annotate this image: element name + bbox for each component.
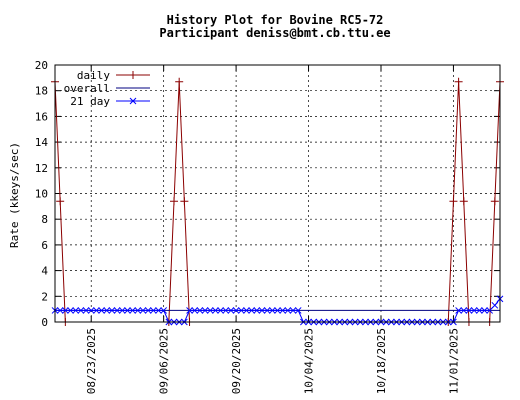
data-point-x bbox=[144, 307, 152, 314]
data-point-x bbox=[129, 307, 136, 314]
data-point-x bbox=[139, 307, 147, 314]
legend-label: daily bbox=[77, 69, 110, 82]
data-point-x bbox=[77, 307, 85, 314]
data-point-x bbox=[243, 307, 250, 314]
data-point-plus bbox=[454, 77, 463, 86]
x-tick-label: 10/04/2025 bbox=[303, 328, 316, 394]
y-tick-label: 0 bbox=[41, 316, 48, 329]
x-tick-label: 11/01/2025 bbox=[447, 328, 460, 394]
grid-lines bbox=[55, 65, 500, 322]
y-tick-label: 6 bbox=[41, 239, 48, 252]
data-point-x bbox=[227, 307, 235, 314]
data-point-plus bbox=[180, 197, 189, 206]
axis-ticks: 0 2 4 6 8 10 12 14 16 18 20 08/23/2025 09/06/2025 09/… bbox=[35, 59, 500, 394]
data-point-x bbox=[486, 307, 494, 314]
data-point-x bbox=[56, 307, 64, 314]
data-point-x bbox=[470, 307, 478, 314]
plot-frame bbox=[54, 64, 501, 323]
chart-subtitle: Participant deniss@bmt.cb.ttu.ee bbox=[159, 26, 390, 40]
data-point-x bbox=[460, 307, 468, 314]
data-point-x bbox=[217, 307, 224, 314]
data-point-x bbox=[465, 307, 473, 314]
data-point-x bbox=[149, 307, 157, 314]
data-point-x bbox=[134, 307, 142, 314]
x-tick-label: 08/23/2025 bbox=[85, 328, 98, 394]
data-point-plus bbox=[56, 197, 65, 206]
data-point-x bbox=[196, 307, 204, 314]
data-point-x bbox=[201, 307, 209, 314]
data-point-plus bbox=[449, 197, 458, 206]
data-point-x bbox=[237, 307, 245, 314]
data-point-x bbox=[268, 307, 276, 314]
data-point-x bbox=[232, 307, 240, 314]
series-daily bbox=[51, 77, 504, 326]
data-point-x bbox=[289, 307, 297, 314]
x-tick-label: 10/18/2025 bbox=[375, 328, 388, 394]
data-point-x bbox=[212, 307, 219, 314]
data-point-x bbox=[481, 307, 488, 314]
data-point-x bbox=[258, 307, 266, 314]
data-point-x bbox=[279, 307, 287, 314]
data-point-x bbox=[67, 307, 74, 314]
data-point-plus bbox=[170, 197, 179, 206]
data-point-x bbox=[491, 301, 499, 309]
data-point-x bbox=[103, 307, 111, 314]
y-tick-label: 12 bbox=[35, 162, 48, 175]
data-point-x bbox=[129, 97, 137, 105]
data-point-x bbox=[475, 307, 483, 314]
y-tick-label: 2 bbox=[41, 290, 48, 303]
data-point-x bbox=[113, 307, 121, 314]
data-point-x bbox=[294, 307, 302, 314]
data-point-x bbox=[186, 307, 193, 314]
data-point-x bbox=[248, 307, 255, 314]
y-tick-label: 14 bbox=[35, 136, 49, 149]
data-point-x bbox=[61, 307, 69, 314]
chart-title: History Plot for Bovine RC5-72 bbox=[167, 13, 384, 27]
y-tick-label: 18 bbox=[35, 85, 48, 98]
y-tick-label: 16 bbox=[35, 110, 48, 123]
series-layer bbox=[51, 77, 504, 326]
data-point-x bbox=[274, 307, 281, 314]
data-point-x bbox=[93, 307, 100, 314]
y-axis-label: Rate (kkeys/sec) bbox=[8, 142, 21, 248]
data-point-x bbox=[191, 307, 199, 314]
data-point-x bbox=[124, 307, 131, 314]
y-tick-label: 20 bbox=[35, 59, 48, 72]
series-line bbox=[54, 81, 501, 323]
data-point-x bbox=[72, 307, 80, 314]
x-tick-label: 09/06/2025 bbox=[158, 328, 171, 394]
data-point-x bbox=[160, 307, 168, 314]
y-tick-label: 10 bbox=[35, 188, 48, 201]
y-tick-label: 8 bbox=[41, 213, 48, 226]
data-point-x bbox=[284, 307, 292, 314]
data-point-x bbox=[118, 307, 126, 314]
data-point-x bbox=[222, 307, 230, 314]
data-point-plus bbox=[490, 197, 499, 206]
data-point-x bbox=[455, 307, 462, 314]
data-point-x bbox=[263, 307, 271, 314]
x-tick-label: 09/20/2025 bbox=[230, 328, 243, 394]
data-point-x bbox=[108, 307, 116, 314]
legend-label: overall bbox=[64, 82, 110, 95]
data-point-plus bbox=[129, 71, 137, 79]
data-point-x bbox=[155, 307, 162, 314]
data-point-x bbox=[206, 307, 214, 314]
data-point-x bbox=[253, 307, 261, 314]
data-point-plus bbox=[175, 77, 184, 86]
legend-label: 21 day bbox=[70, 95, 110, 108]
data-point-plus bbox=[459, 197, 468, 206]
y-tick-label: 4 bbox=[41, 265, 48, 278]
data-point-x bbox=[87, 307, 95, 314]
data-point-x bbox=[82, 307, 90, 314]
data-point-x bbox=[98, 307, 105, 314]
